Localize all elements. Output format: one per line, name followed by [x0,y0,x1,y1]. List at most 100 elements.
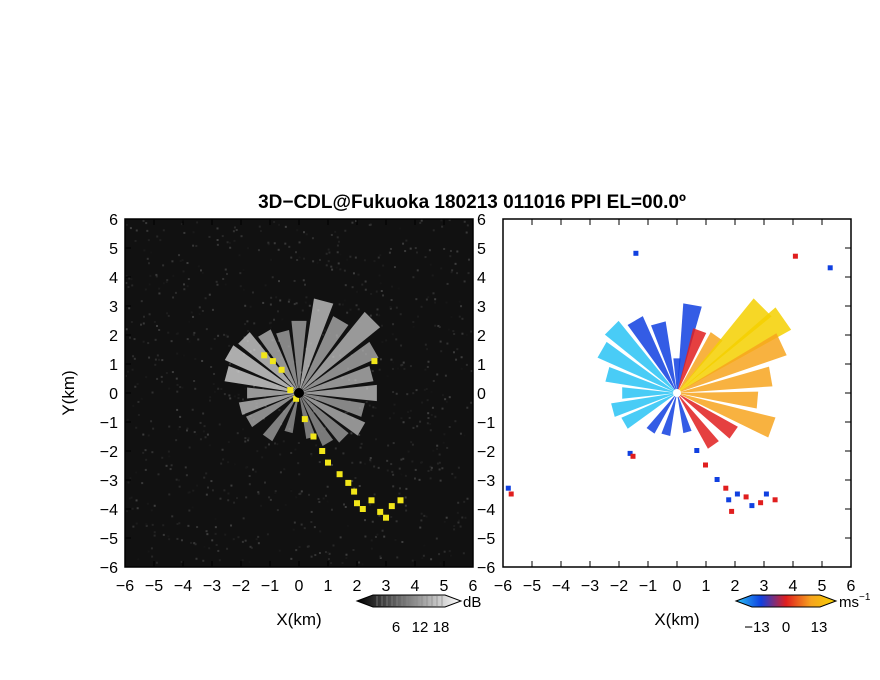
velocity-ray [677,366,773,393]
flag-point [336,471,343,478]
noise-pixel [381,324,384,327]
flag-point [319,448,326,454]
noise-pixel [359,446,362,449]
noise-pixel [208,235,211,238]
noise-pixel [215,280,218,283]
noise-pixel [444,398,447,401]
noise-pixel [427,469,430,472]
noise-pixel [131,284,134,287]
velocity-ray [677,393,738,439]
noise-pixel [397,287,400,290]
velocity-x-ticks: −6 −5 −4 −3 −2 −1 0 1 2 3 4 5 6 [494,219,856,595]
noise-pixel [410,441,413,444]
noise-pixel [219,497,222,500]
noise-pixel [402,457,405,460]
noise-pixel [327,558,330,561]
noise-pixel [161,359,164,362]
noise-pixel [259,230,262,233]
noise-pixel [346,258,349,261]
noise-pixel [341,562,344,565]
noise-pixel [160,375,163,378]
y-tick-label: 2 [477,328,486,345]
noise-pixel [192,315,195,318]
reflectivity-ray [299,365,374,393]
velocity-ray [677,393,719,449]
noise-pixel [386,459,389,462]
noise-pixel [453,528,456,531]
noise-pixel [414,468,417,471]
noise-pixel [226,547,229,550]
velocity-colorbar: ms−1 −13 0 13 [734,592,871,636]
noise-pixel [363,259,366,262]
noise-pixel [162,533,165,536]
noise-pixel [257,491,260,494]
noise-pixel [131,368,134,371]
noise-pixel [168,425,171,428]
noise-pixel [168,387,171,390]
velocity-ray [605,367,677,393]
velocity-ray [677,391,759,409]
noise-pixel [247,437,250,440]
noise-pixel [144,468,147,471]
noise-pixel [153,320,156,323]
colorbar-ticks-velocity: −13 0 13 [744,619,827,636]
noise-pixel [415,298,418,301]
noise-pixel [193,331,196,334]
noise-pixel [214,517,217,520]
colorbar-stripes [376,596,443,606]
noise-pixel [145,376,148,379]
noise-pixel [302,279,305,282]
noise-pixel [227,492,230,495]
noise-pixel [336,251,339,254]
noise-pixel [440,267,443,270]
noise-pixel [438,553,441,556]
noise-pixel [423,544,426,547]
noise-pixel [233,226,236,229]
noise-pixel [420,512,423,515]
noise-pixel [130,320,133,323]
velocity-edge-point [792,253,798,259]
noise-pixel [443,520,446,523]
noise-pixel [373,493,376,496]
noise-pixel [181,386,184,389]
noise-pixel [235,497,238,500]
svg-text:ms−1: ms−1 [839,592,871,611]
y-tick-label: −5 [477,531,495,548]
noise-pixel [288,245,291,248]
noise-pixel [426,348,429,351]
noise-pixel [297,462,300,465]
noise-pixel [161,456,164,459]
noise-pixel [389,247,392,250]
noise-pixel [216,243,219,246]
flag-point [368,497,375,504]
reflectivity-ray [299,393,334,446]
reflectivity-ray [299,393,365,417]
velocity-edge-point [758,500,764,506]
noise-pixel [295,549,298,552]
noise-pixel [318,461,321,464]
noise-pixel [406,393,409,396]
noise-pixel [132,355,135,358]
noise-pixel [399,313,402,316]
noise-pixel [348,399,351,402]
noise-pixel [156,377,159,380]
noise-pixel [399,487,402,490]
noise-pixel [133,357,136,360]
noise-pixel [209,396,212,399]
noise-pixel [398,467,401,470]
noise-pixel [190,541,193,544]
noise-pixel [401,540,404,543]
noise-pixel [233,239,236,242]
noise-pixel [456,348,459,351]
noise-pixel [376,308,379,311]
noise-pixel [158,329,161,332]
noise-pixel [171,260,174,263]
noise-pixel [225,334,228,337]
noise-pixel [310,510,313,513]
noise-pixel [216,283,219,286]
noise-pixel [214,526,217,529]
noise-pixel [447,328,450,331]
noise-pixel [322,497,325,500]
noise-pixel [368,404,371,407]
noise-pixel [403,367,406,370]
